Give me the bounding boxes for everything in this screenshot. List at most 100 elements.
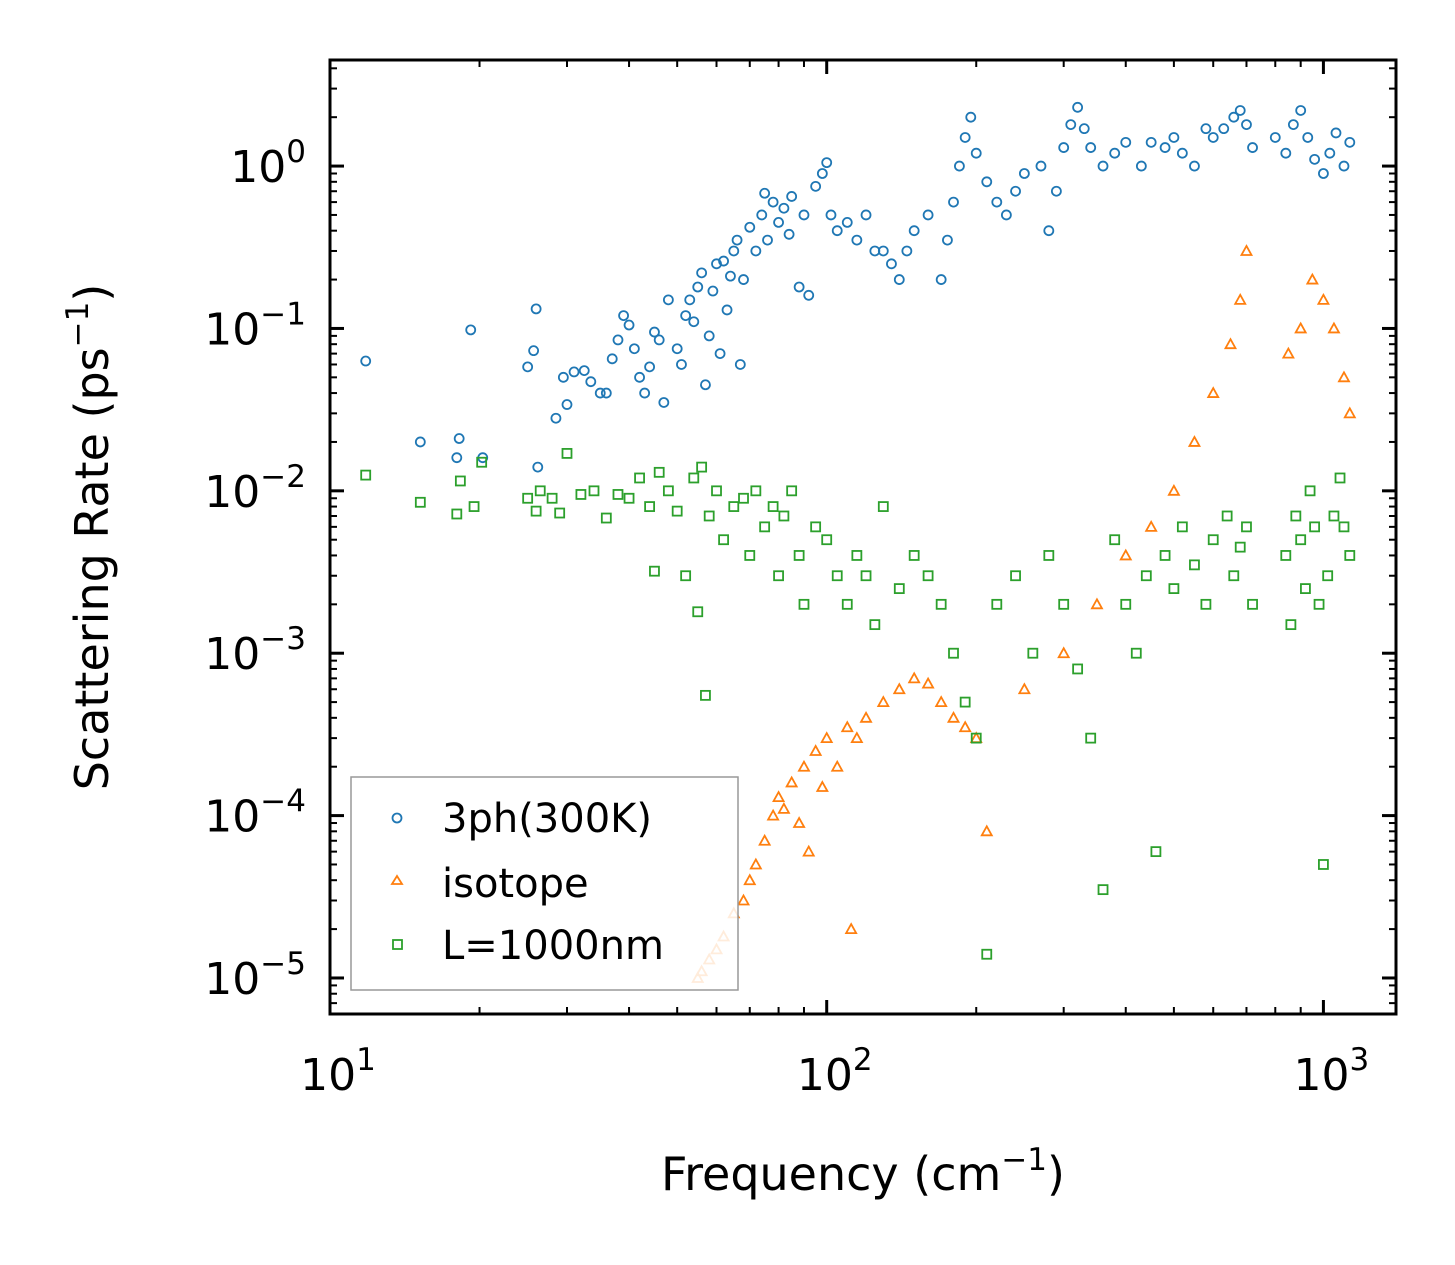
data-point: [792, 816, 806, 828]
data-point: [649, 326, 660, 338]
data-point: [744, 550, 756, 561]
data-point: [958, 720, 972, 733]
data-point: [1207, 534, 1219, 546]
data-point: [1285, 619, 1297, 631]
data-point: [981, 176, 993, 188]
data-point: [1097, 884, 1109, 896]
data-point: [718, 255, 729, 267]
data-point: [1167, 483, 1181, 496]
data-point: [1018, 168, 1030, 179]
data-point: [575, 489, 587, 500]
data-point: [528, 345, 540, 357]
data-point: [756, 209, 768, 221]
data-point: [821, 157, 833, 169]
data-point: [815, 780, 829, 792]
data-point: [1120, 136, 1132, 148]
data-point: [1027, 647, 1039, 659]
data-point: [738, 274, 749, 285]
series-layer: [360, 101, 1357, 983]
data-point: [532, 461, 544, 473]
data-point: [798, 209, 810, 221]
data-point: [749, 857, 763, 870]
data-point: [671, 505, 683, 517]
y-tick-label: 10−1: [204, 296, 306, 355]
data-point: [1223, 337, 1238, 350]
data-point: [1058, 142, 1070, 153]
data-point: [688, 316, 700, 328]
data-point: [773, 570, 784, 582]
data-point: [758, 833, 772, 846]
data-point: [831, 570, 843, 582]
data-point: [530, 505, 542, 517]
data-point: [948, 196, 959, 208]
data-point: [684, 294, 696, 306]
data-point: [721, 304, 733, 316]
data-point: [1305, 272, 1319, 285]
data-point: [1119, 548, 1133, 561]
data-point: [671, 343, 683, 355]
data-point: [653, 466, 665, 478]
data-point: [1109, 534, 1121, 546]
data-point: [692, 606, 704, 618]
data-point: [1309, 521, 1321, 533]
data-point: [1322, 570, 1334, 582]
data-point: [600, 512, 612, 524]
data-point: [1145, 136, 1157, 148]
data-point: [623, 492, 635, 504]
data-point: [1327, 321, 1341, 334]
data-point: [783, 228, 795, 240]
data-point: [1318, 168, 1329, 179]
data-point: [522, 361, 534, 373]
data-point: [1328, 510, 1340, 522]
data-point: [600, 387, 612, 399]
data-point: [728, 501, 740, 512]
data-point: [1318, 859, 1329, 870]
data-point: [703, 330, 715, 342]
data-point: [453, 433, 465, 444]
x-tick-label: 101: [300, 1042, 376, 1101]
data-point: [1324, 147, 1336, 159]
data-point: [1010, 185, 1021, 197]
data-point: [1168, 583, 1180, 594]
series-2: [360, 448, 1356, 960]
data-point: [736, 893, 751, 906]
data-point: [711, 485, 722, 497]
data-point: [750, 245, 762, 257]
data-point: [728, 245, 740, 257]
data-point: [662, 294, 674, 306]
data-point: [860, 209, 872, 221]
legend-marker-l1000nm: [392, 939, 403, 950]
data-point: [1097, 160, 1109, 172]
data-point: [935, 598, 947, 610]
data-point: [816, 168, 828, 179]
data-point: [1338, 521, 1350, 533]
data-point: [886, 258, 897, 270]
data-point: [1090, 597, 1104, 610]
data-point: [821, 534, 833, 546]
data-point: [725, 270, 736, 282]
data-point: [793, 550, 805, 561]
legend: 3ph(300K) isotope L=1000nm: [350, 776, 739, 991]
data-point: [778, 202, 790, 214]
data-point: [970, 147, 982, 159]
data-point: [1140, 570, 1152, 582]
data-point: [1344, 136, 1356, 148]
data-point: [934, 695, 948, 707]
data-point: [1234, 541, 1246, 553]
data-point: [703, 510, 715, 522]
data-point: [1300, 583, 1311, 594]
data-point: [1309, 153, 1321, 165]
data-point: [546, 492, 558, 504]
data-point: [468, 501, 480, 512]
data-point: [692, 281, 704, 293]
x-tick-label: 102: [797, 1042, 873, 1101]
data-point: [414, 496, 426, 508]
data-point: [578, 365, 590, 377]
data-point: [676, 359, 687, 370]
x-tick-label: 103: [1294, 1042, 1370, 1101]
data-point: [568, 366, 580, 378]
data-point: [700, 689, 711, 701]
data-point: [557, 371, 569, 383]
data-point: [876, 695, 890, 707]
data-point: [981, 948, 993, 960]
